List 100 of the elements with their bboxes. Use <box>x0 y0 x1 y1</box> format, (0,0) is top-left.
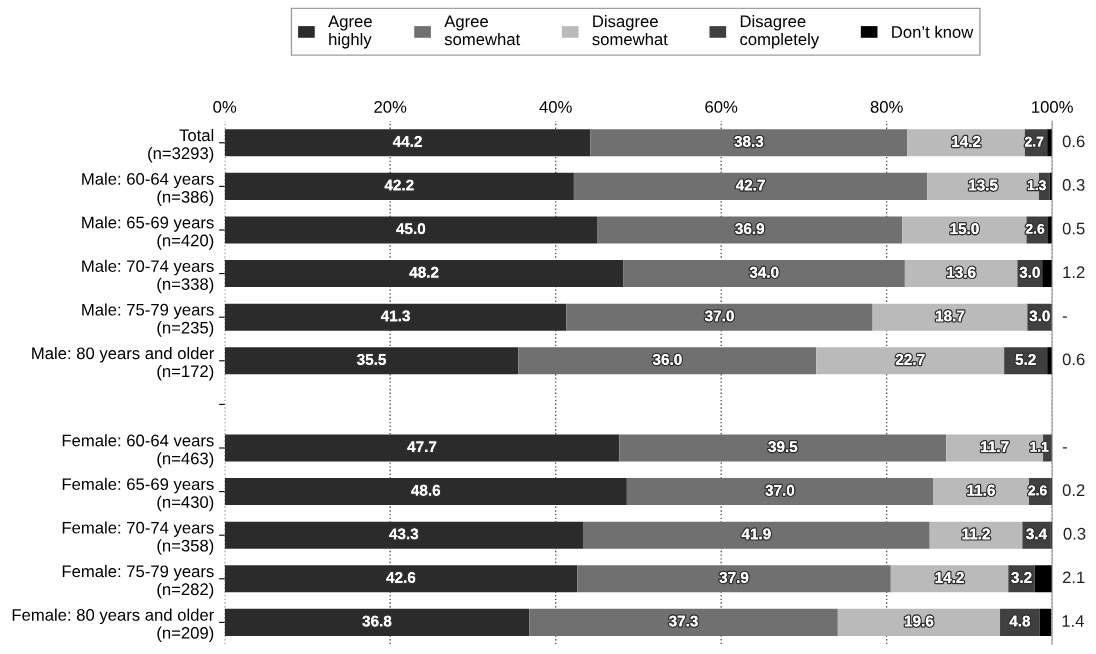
data-label: 22.7 <box>895 354 925 365</box>
bar <box>224 303 567 331</box>
data-label: 2.7 <box>1025 136 1044 147</box>
bar <box>224 129 591 157</box>
bar <box>573 172 928 200</box>
bar <box>590 129 908 157</box>
data-label: 13.5 <box>969 179 998 191</box>
data-label: 2.6 <box>1025 223 1045 234</box>
bar <box>597 216 903 244</box>
x-tick-label: 80% <box>870 101 903 113</box>
data-label: 36.9 <box>735 223 765 235</box>
y-tick-label: Male: 70-74 years (n=338) <box>82 259 214 294</box>
bar <box>224 478 627 506</box>
data-label: 11.6 <box>967 484 995 496</box>
data-label: 41.3 <box>380 310 410 322</box>
data-label: 0.2 <box>1062 484 1085 497</box>
bar <box>1034 565 1053 593</box>
data-label: 3.4 <box>1026 528 1047 540</box>
data-label: 42.7 <box>735 179 765 191</box>
bar <box>224 347 519 375</box>
data-label: 0.5 <box>1062 222 1085 235</box>
data-label: 0.3 <box>1062 179 1085 191</box>
data-label: 15.0 <box>950 223 979 235</box>
legend-label: Don’t know <box>892 25 974 38</box>
bar <box>224 608 530 636</box>
data-label: 0.6 <box>1062 353 1085 366</box>
legend-label: Agree highly <box>328 15 372 49</box>
bar <box>907 129 1025 157</box>
y-tick-label: Female: 80 years and older (n=209) <box>12 608 214 643</box>
bar <box>872 303 1028 331</box>
y-tick-label: Female: 60-64 vears (n=463) <box>62 434 214 468</box>
bar <box>837 608 1001 636</box>
bar <box>566 303 873 331</box>
bar <box>224 565 578 593</box>
data-label: 11.2 <box>962 528 990 540</box>
x-tick-label: 100% <box>1032 101 1073 113</box>
data-label: 2.1 <box>1062 571 1085 584</box>
data-label: 43.3 <box>389 528 419 540</box>
bar <box>626 478 933 506</box>
bar <box>224 172 574 200</box>
data-label: 37.3 <box>669 615 698 627</box>
data-label: 41.9 <box>741 528 771 540</box>
data-label: - <box>1062 316 1067 318</box>
x-tick-label: 20% <box>374 101 407 113</box>
data-label: 37.0 <box>705 310 734 322</box>
bar <box>582 521 930 549</box>
legend-label: Disagree completely <box>740 15 820 49</box>
data-label: 19.6 <box>905 615 934 627</box>
y-tick-label: Male: 75-79 years (n=235) <box>82 303 214 337</box>
bar <box>224 521 583 549</box>
data-label: 36.8 <box>362 615 392 627</box>
bar <box>529 608 838 636</box>
data-label: 18.7 <box>936 310 965 322</box>
x-tick-label: 0% <box>213 101 237 113</box>
y-tick-label: Female: 75-79 years (n=282) <box>62 564 214 599</box>
data-label: 13.6 <box>947 266 976 278</box>
data-label: 42.6 <box>386 572 416 583</box>
data-label: 37.0 <box>765 484 795 496</box>
data-label: 1.2 <box>1063 266 1085 278</box>
bar <box>1047 129 1053 157</box>
data-label: 48.6 <box>411 484 441 496</box>
bar <box>577 565 891 593</box>
data-label: 34.0 <box>749 266 779 278</box>
y-tick-label: Female: 70-74 years (n=358) <box>62 521 214 555</box>
bar <box>619 434 947 462</box>
x-tick-label: 60% <box>705 101 738 113</box>
bar <box>902 216 1027 244</box>
y-tick-label: Male: 65-69 years (n=420) <box>82 216 214 250</box>
y-tick-label: Total (n=3293) <box>148 128 214 163</box>
data-label: 3.0 <box>1019 266 1040 278</box>
data-label: 47.7 <box>407 441 437 452</box>
data-label: 3.2 <box>1011 572 1032 583</box>
data-label: 45.0 <box>396 223 426 235</box>
data-label: 35.5 <box>357 354 386 365</box>
y-tick-label: Male: 60-64 years (n=386) <box>82 172 214 207</box>
data-label: 0.3 <box>1063 527 1086 540</box>
bar <box>224 216 598 244</box>
bar <box>1048 216 1053 244</box>
bar <box>1039 608 1052 636</box>
data-label: 36.0 <box>652 354 682 365</box>
data-label: 42.2 <box>384 179 414 191</box>
y-tick-label: Male: 80 years and older (n=172) <box>32 346 214 381</box>
data-label: 44.2 <box>392 136 422 147</box>
legend-label: Agree somewhat <box>444 15 521 46</box>
data-label: 4.8 <box>1009 615 1031 627</box>
data-label: 1.4 <box>1062 615 1084 627</box>
data-label: - <box>1062 447 1067 449</box>
bar <box>1047 347 1053 375</box>
data-label: 5.2 <box>1015 354 1036 365</box>
bar <box>224 434 620 462</box>
data-label: 11.7 <box>981 441 1009 452</box>
data-label: 37.9 <box>719 572 749 583</box>
bar <box>1042 260 1053 288</box>
x-tick-label: 40% <box>539 101 572 113</box>
bar <box>623 260 905 288</box>
legend-label: Disagree somewhat <box>592 15 668 46</box>
data-label: 48.2 <box>409 266 439 278</box>
bar <box>224 260 624 288</box>
data-label: 39.5 <box>768 441 798 453</box>
data-label: 3.0 <box>1029 310 1050 322</box>
